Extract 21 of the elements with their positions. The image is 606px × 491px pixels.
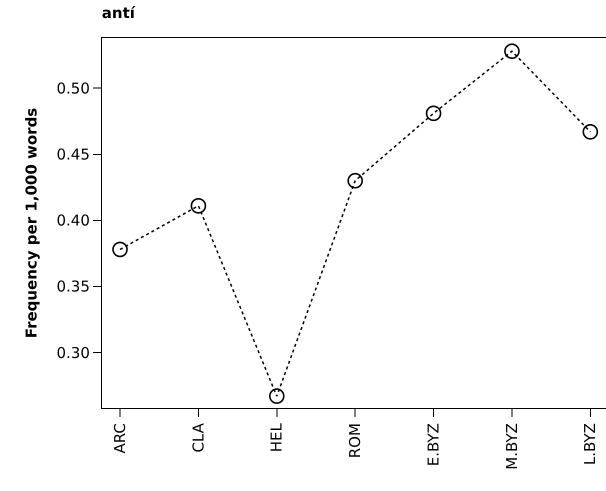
y-tick-label: 0.40: [56, 212, 90, 230]
point: [268, 388, 285, 404]
y-axis-title: Frequency per 1,000 words: [22, 108, 41, 338]
y-tick-label: 0.45: [56, 146, 90, 164]
x-tick-label: CLA: [189, 422, 208, 453]
point: [347, 172, 363, 189]
point: [112, 242, 128, 258]
point: [504, 43, 520, 60]
y-tick-label: 0.35: [56, 278, 90, 296]
chart-title: antí: [102, 4, 136, 22]
x-tick-label: M.BYZ: [502, 423, 521, 470]
point: [190, 198, 206, 214]
point: [426, 106, 442, 122]
x-tick-label: ARC: [110, 423, 129, 454]
y-tick-label: 0.30: [56, 344, 90, 362]
x-tick-label: E.BYZ: [424, 423, 442, 466]
x-tick-label: ROM: [346, 423, 364, 458]
y-tick-label: 0.50: [56, 79, 90, 98]
x-tick-label: L.BYZ: [581, 423, 600, 466]
x-tick-label: HEL: [268, 422, 286, 452]
point: [582, 124, 598, 140]
